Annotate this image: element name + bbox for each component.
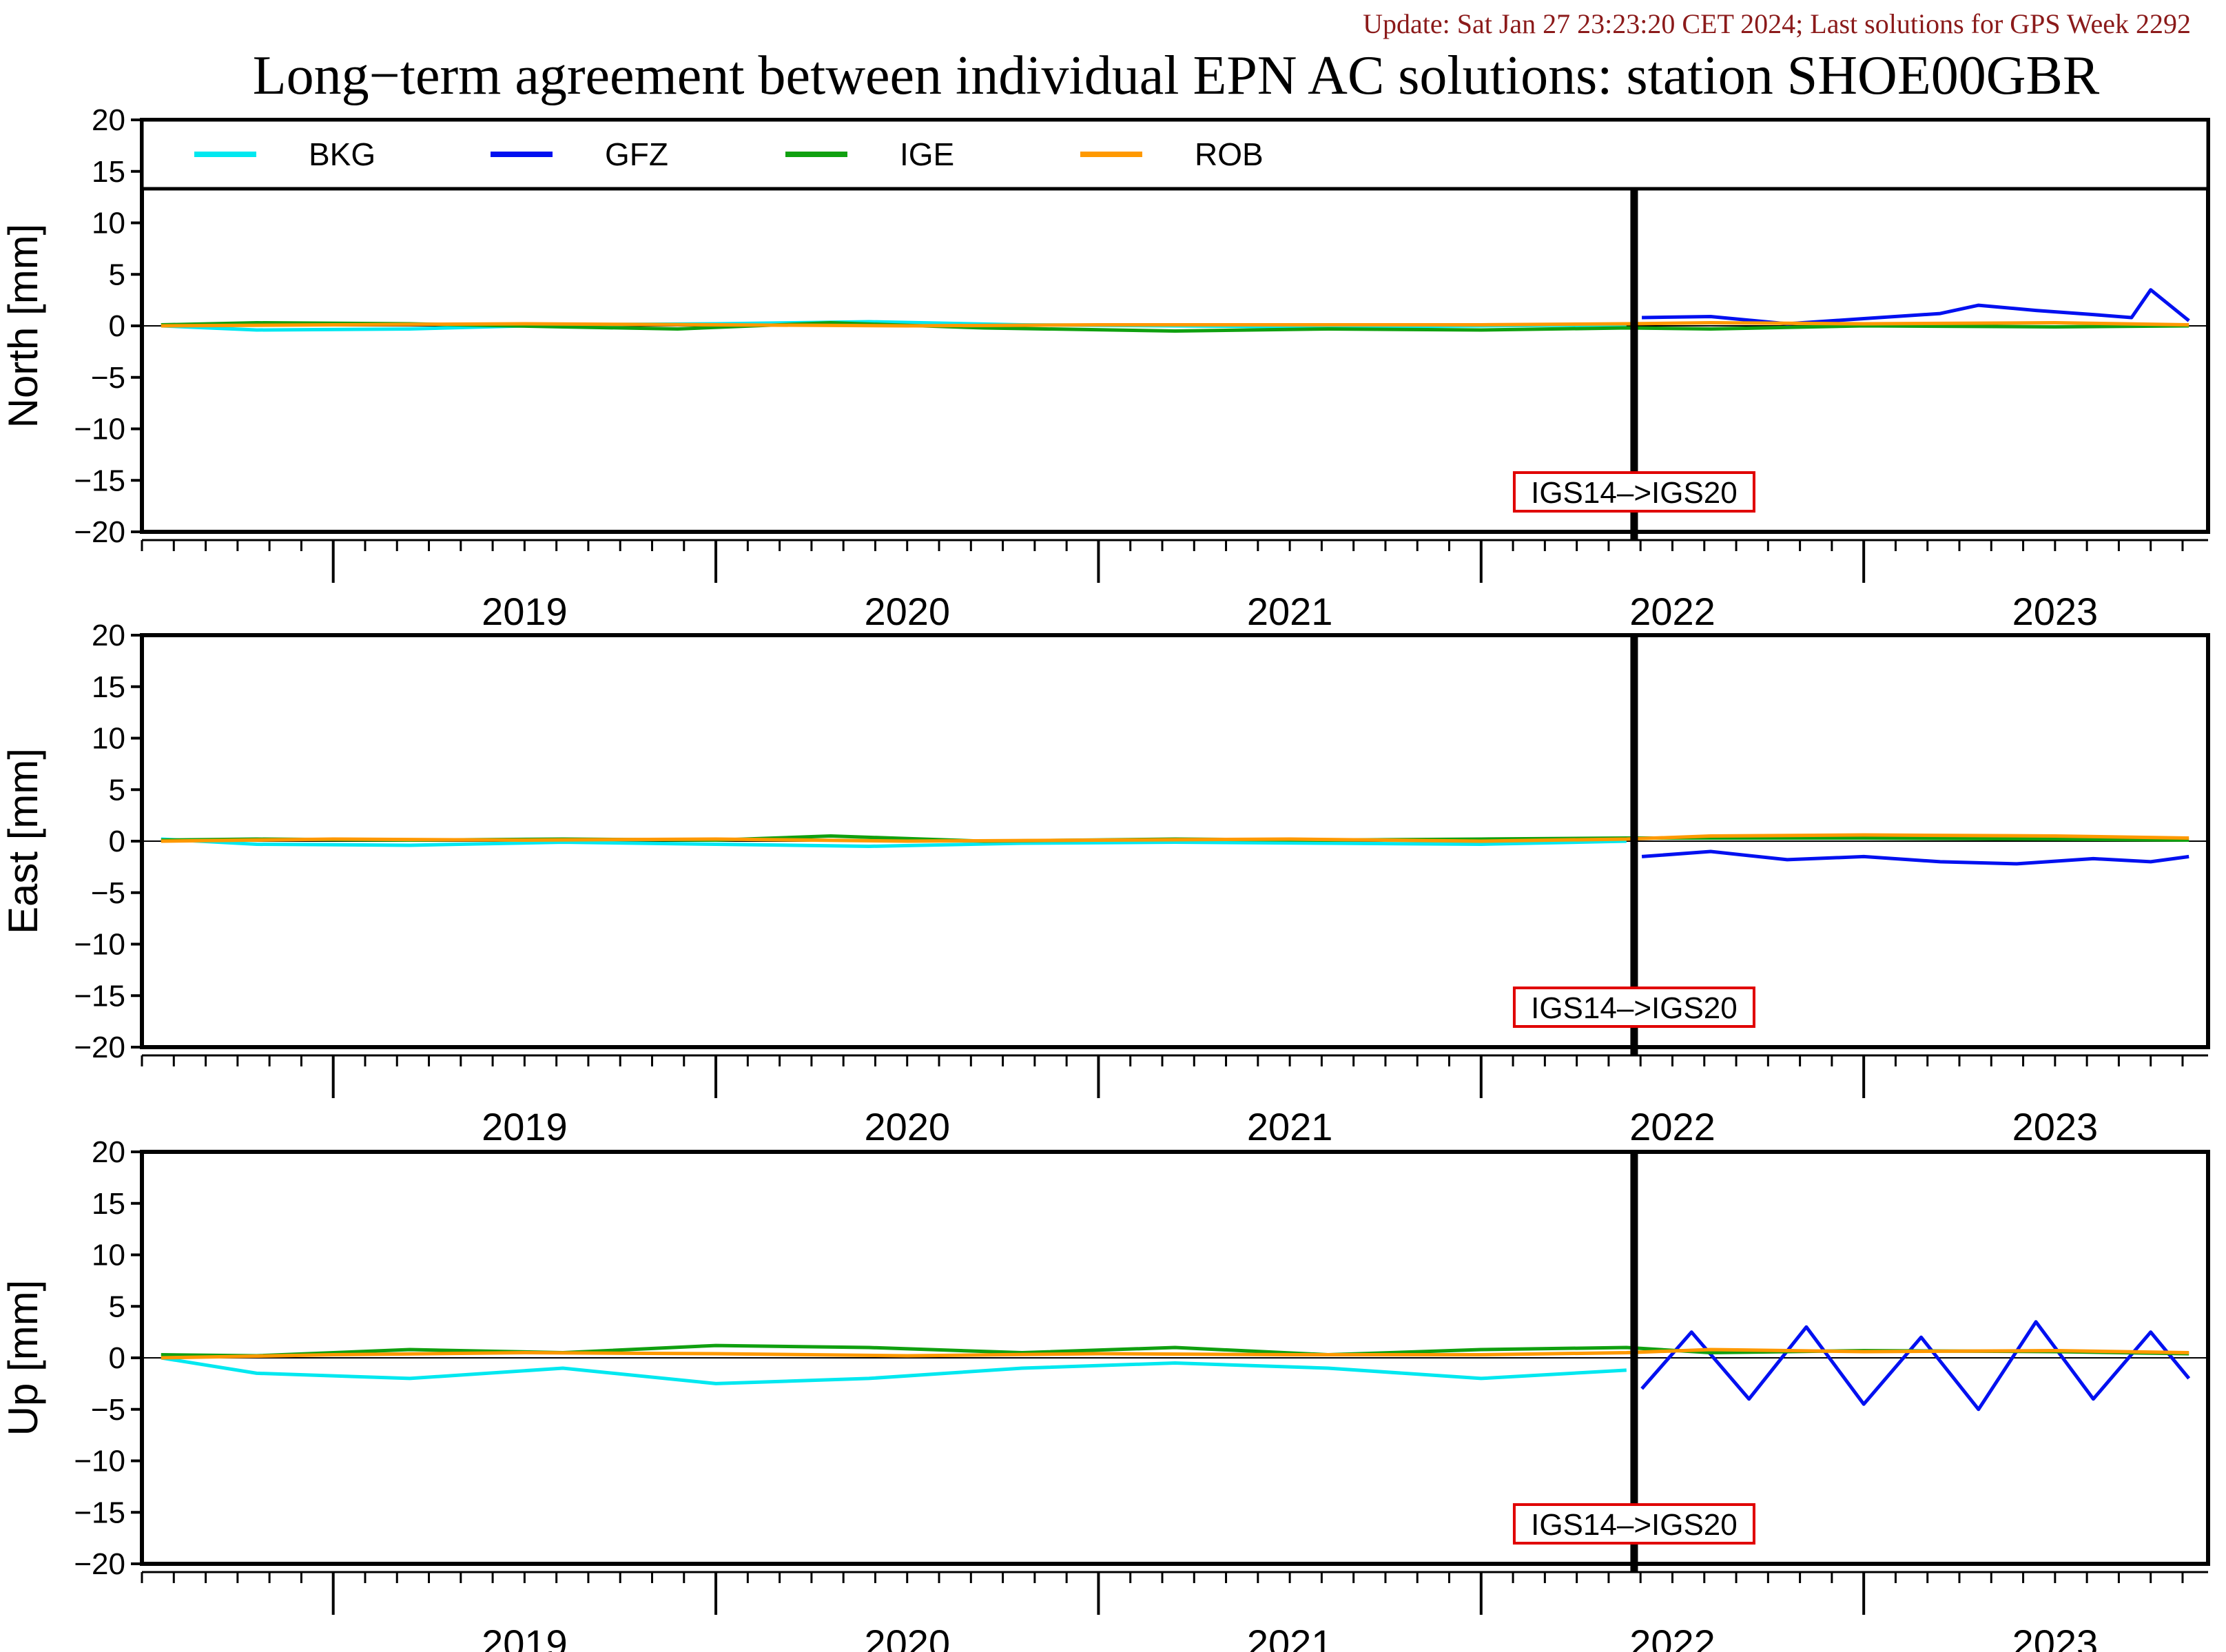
frame-change-box <box>1512 1503 1755 1545</box>
y-tick-label: 15 <box>92 1187 125 1221</box>
series-bkg <box>161 837 1627 848</box>
x-tick-label: 2020 <box>864 1105 950 1148</box>
y-tick-label: −10 <box>74 928 125 962</box>
y-tick-label: 20 <box>92 103 125 137</box>
frame-change-label: IGS14–>IGS20 <box>1531 1508 1738 1542</box>
y-tick-label: −20 <box>74 515 125 549</box>
series-gfz <box>1641 849 2189 866</box>
y-axis-label: Up [mm] <box>0 1280 46 1436</box>
x-tick-label: 2023 <box>2012 590 2099 633</box>
y-tick-label: 0 <box>109 825 125 858</box>
y-axis-label: North [mm] <box>0 224 46 429</box>
y-tick-label: 10 <box>92 722 125 756</box>
y-tick-label: 10 <box>92 207 125 240</box>
series-gfz <box>1642 288 2190 326</box>
series-rob <box>161 1348 2189 1360</box>
legend-label-gfz: GFZ <box>605 136 668 172</box>
y-tick-label: 0 <box>109 1341 125 1375</box>
legend-label-ige: IGE <box>900 136 954 172</box>
series-bkg <box>161 1356 1627 1385</box>
series-rob <box>161 833 2189 843</box>
frame-change-box <box>1512 471 1755 513</box>
x-tick-label: 2023 <box>2012 1622 2099 1652</box>
legend-label-rob: ROB <box>1195 136 1264 172</box>
y-tick-label: −10 <box>74 1445 125 1478</box>
panel-1: 20 15 10 5 0 −5 −10 −15 −20 East [mm] 2019 2020 2021… <box>0 619 2210 1148</box>
y-tick-label: −15 <box>74 464 125 497</box>
frame-change-label: IGS14–>IGS20 <box>1531 476 1738 510</box>
y-tick-label: 20 <box>92 619 125 652</box>
y-tick-label: −5 <box>91 361 125 395</box>
legend-label-bkg: BKG <box>309 136 375 172</box>
y-tick-label: −15 <box>74 979 125 1013</box>
y-tick-label: −10 <box>74 413 125 446</box>
update-text: Update: Sat Jan 27 23:23:20 CET 2024; La… <box>1363 8 2191 39</box>
x-tick-label: 2022 <box>1629 1622 1715 1652</box>
x-tick-label: 2020 <box>864 1622 950 1652</box>
series-rob <box>161 321 2189 328</box>
x-tick-label: 2021 <box>1247 590 1333 633</box>
y-tick-label: 10 <box>92 1239 125 1272</box>
y-tick-label: 15 <box>92 155 125 189</box>
legend-box <box>140 118 2210 191</box>
panel-0: 20 15 10 5 0 −5 −10 −15 −20 North [mm] 2019 2020 202… <box>0 103 2210 633</box>
y-tick-label: 5 <box>109 773 125 807</box>
panel-2: 20 15 10 5 0 −5 −10 −15 −20 Up [mm] 2019 2020 2021 20… <box>0 1135 2210 1652</box>
y-tick-label: −15 <box>74 1496 125 1529</box>
x-tick-label: 2023 <box>2012 1105 2099 1148</box>
x-tick-label: 2021 <box>1247 1622 1333 1652</box>
y-tick-label: −20 <box>74 1547 125 1581</box>
x-tick-label: 2019 <box>482 590 568 633</box>
x-tick-label: 2019 <box>482 1622 568 1652</box>
y-tick-label: 5 <box>109 1290 125 1323</box>
frame-change-label: IGS14–>IGS20 <box>1531 991 1738 1025</box>
x-tick-label: 2022 <box>1629 590 1715 633</box>
x-tick-label: 2020 <box>864 590 950 633</box>
y-tick-label: 5 <box>109 258 125 291</box>
y-tick-label: −5 <box>91 1393 125 1427</box>
y-tick-label: 20 <box>92 1135 125 1169</box>
frame-change-box <box>1512 987 1755 1028</box>
chart-title: Long−term agreement between individual E… <box>253 45 2100 106</box>
series-gfz <box>1640 1320 2191 1412</box>
y-tick-label: −5 <box>91 876 125 910</box>
x-tick-label: 2021 <box>1247 1105 1333 1148</box>
x-tick-label: 2022 <box>1629 1105 1715 1148</box>
y-tick-label: 0 <box>109 309 125 343</box>
y-tick-label: −20 <box>74 1031 125 1064</box>
x-tick-label: 2019 <box>482 1105 568 1148</box>
y-tick-label: 15 <box>92 670 125 704</box>
y-axis-label: East [mm] <box>0 748 46 934</box>
